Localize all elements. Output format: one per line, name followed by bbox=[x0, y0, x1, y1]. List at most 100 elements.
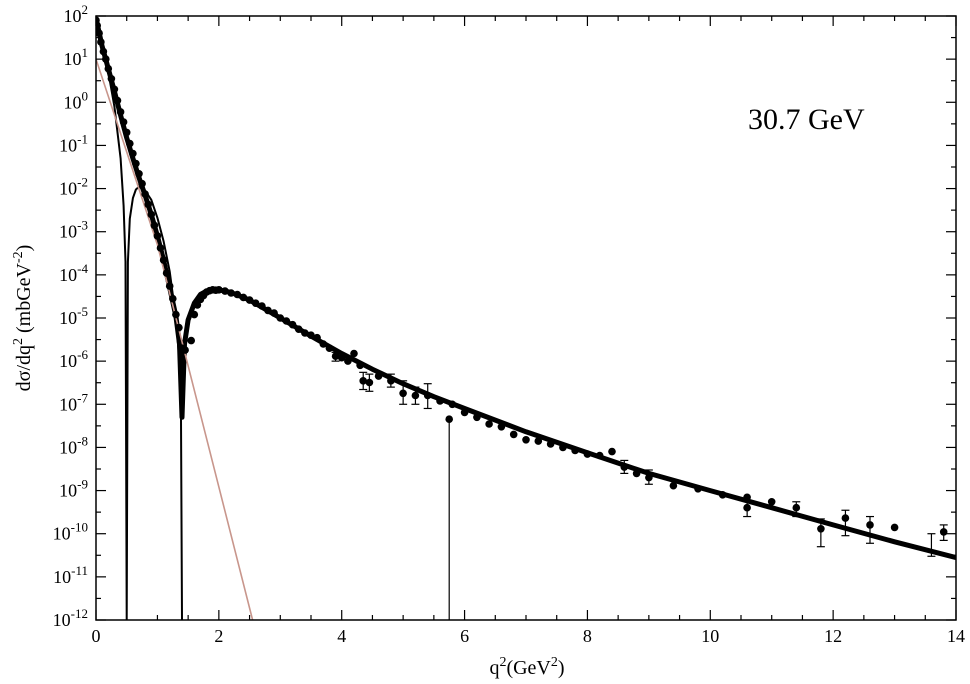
data-point bbox=[331, 352, 340, 361]
data-point bbox=[169, 294, 177, 303]
data-point bbox=[264, 306, 272, 315]
data-point bbox=[107, 75, 116, 83]
error-bar bbox=[866, 515, 874, 544]
data-point bbox=[141, 190, 149, 198]
data-point bbox=[258, 302, 266, 310]
data-point bbox=[319, 340, 328, 348]
x-tick-label: 0 bbox=[92, 626, 101, 646]
data-point bbox=[97, 38, 105, 46]
y-tick-label: 10-4 bbox=[59, 261, 88, 285]
y-tick-label: 10-9 bbox=[59, 477, 88, 501]
data-point bbox=[445, 415, 454, 424]
y-tick-label: 10-11 bbox=[53, 563, 88, 587]
data-point bbox=[187, 336, 195, 345]
data-point bbox=[571, 446, 579, 455]
data-point bbox=[792, 503, 801, 512]
data-point bbox=[632, 469, 641, 478]
x-tick-label: 12 bbox=[824, 626, 842, 646]
data-point bbox=[144, 200, 152, 209]
data-point bbox=[96, 29, 103, 37]
data-point bbox=[135, 170, 143, 178]
data-point bbox=[767, 498, 776, 506]
data-point bbox=[227, 289, 235, 297]
y-tick-label: 10-6 bbox=[59, 347, 88, 371]
data-point bbox=[841, 514, 850, 522]
data-point bbox=[245, 296, 254, 304]
y-tick-label: 101 bbox=[64, 45, 89, 69]
data-point bbox=[113, 96, 122, 105]
data-point bbox=[116, 108, 125, 116]
data-point bbox=[669, 481, 678, 490]
data-point bbox=[190, 310, 199, 319]
data-point bbox=[172, 310, 180, 319]
series-curve-thin bbox=[96, 58, 254, 620]
data-point bbox=[294, 325, 303, 334]
data-point bbox=[374, 372, 383, 380]
data-point bbox=[411, 391, 420, 400]
x-tick-label: 10 bbox=[701, 626, 719, 646]
y-tick-label: 10-7 bbox=[59, 390, 88, 414]
data-point bbox=[126, 139, 134, 148]
x-tick-label: 8 bbox=[583, 626, 592, 646]
y-tick-label: 10-1 bbox=[59, 131, 88, 155]
data-point bbox=[165, 282, 174, 290]
data-point bbox=[718, 491, 727, 499]
data-point bbox=[559, 443, 567, 452]
data-point bbox=[359, 377, 368, 385]
data-point bbox=[645, 473, 653, 482]
data-point bbox=[436, 397, 444, 405]
x-tick-label: 2 bbox=[214, 626, 223, 646]
y-tick-label: 10-2 bbox=[59, 175, 88, 199]
data-point bbox=[694, 485, 702, 493]
data-point bbox=[138, 179, 146, 188]
y-axis-label: dσ/dq2 (mbGeV-2) bbox=[11, 245, 35, 392]
x-tick-label: 14 bbox=[947, 626, 965, 646]
x-tick-label: 4 bbox=[337, 626, 346, 646]
y-tick-label: 100 bbox=[64, 88, 89, 112]
y-tick-label: 10-10 bbox=[53, 520, 88, 544]
data-point bbox=[162, 269, 171, 277]
data-point bbox=[460, 408, 469, 417]
data-point bbox=[276, 314, 285, 322]
data-point bbox=[129, 149, 137, 158]
data-point bbox=[307, 331, 315, 340]
y-tick-label: 10-12 bbox=[53, 606, 88, 630]
data-point bbox=[534, 437, 543, 445]
y-tick-label: 10-3 bbox=[59, 218, 88, 242]
data-point bbox=[344, 357, 352, 365]
x-tick-label: 6 bbox=[460, 626, 469, 646]
data-point bbox=[99, 47, 108, 56]
y-axis: 102 101 100 10-1 10-2 10-3 10-4 10-5 10-6 10-7 10-… bbox=[53, 2, 956, 630]
data-point bbox=[350, 349, 358, 358]
data-point bbox=[399, 389, 407, 398]
error-bar bbox=[841, 509, 850, 537]
data-point bbox=[156, 244, 165, 252]
data-point bbox=[595, 451, 604, 460]
data-point bbox=[743, 503, 751, 512]
data-point bbox=[485, 420, 493, 428]
data-point bbox=[301, 329, 309, 337]
data-point bbox=[181, 346, 189, 354]
y-tick-label: 10-8 bbox=[59, 433, 88, 457]
data-point bbox=[147, 210, 156, 219]
error-bar bbox=[927, 533, 936, 557]
data-point bbox=[122, 128, 131, 137]
data-point bbox=[239, 293, 248, 302]
data-point bbox=[104, 64, 113, 73]
data-point bbox=[153, 232, 162, 240]
data-point bbox=[159, 256, 168, 264]
data-point bbox=[583, 450, 592, 458]
data-point bbox=[119, 118, 128, 126]
data-point bbox=[233, 290, 242, 299]
data-point bbox=[546, 440, 555, 448]
data-point bbox=[193, 301, 202, 309]
data-point bbox=[365, 378, 374, 387]
data-point bbox=[448, 400, 457, 409]
data-point bbox=[325, 344, 334, 353]
y-tick-label: 102 bbox=[64, 2, 89, 26]
data-point bbox=[282, 317, 291, 325]
data-point bbox=[890, 523, 899, 532]
data-point bbox=[939, 528, 948, 536]
data-point bbox=[620, 463, 629, 471]
data-point bbox=[110, 85, 119, 94]
